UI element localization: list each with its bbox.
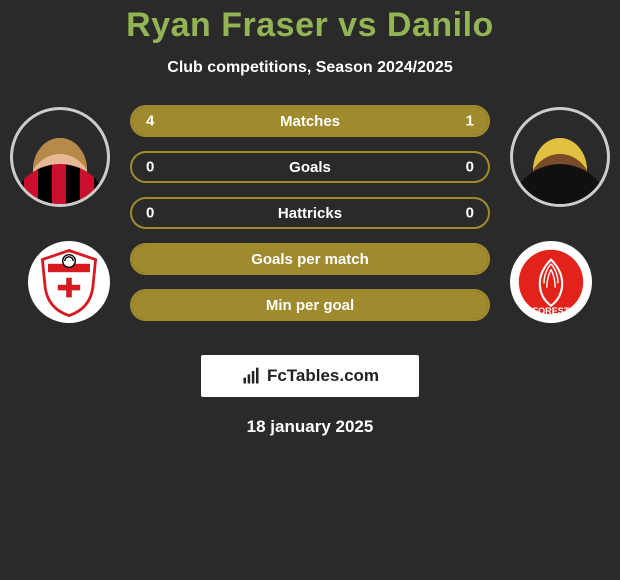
brand-text: FcTables.com [267, 366, 379, 386]
svg-text:FOREST: FOREST [533, 306, 570, 316]
stat-label: Matches [280, 113, 340, 130]
player-right-face [513, 110, 607, 204]
player-left-avatar [10, 107, 110, 207]
stats-block: FOREST 4 1 Matches 0 0 Goals 0 0 Hattricks Goals … [0, 107, 620, 347]
club-right-badge: FOREST [510, 241, 592, 323]
stat-value-right: 1 [466, 113, 474, 130]
stat-value-right: 0 [466, 159, 474, 176]
date-text: 18 january 2025 [0, 417, 620, 437]
stat-value-left: 0 [146, 205, 154, 222]
player-left-face [13, 110, 107, 204]
stat-bar: 0 0 Hattricks [130, 197, 490, 229]
stat-bar: 4 1 Matches [130, 105, 490, 137]
stat-value-left: 4 [146, 113, 154, 130]
club-left-badge [28, 241, 110, 323]
stat-label: Goals per match [251, 251, 369, 268]
stat-bar: 0 0 Goals [130, 151, 490, 183]
stat-label: Goals [289, 159, 331, 176]
brand-badge: FcTables.com [201, 355, 419, 397]
stat-value-left: 0 [146, 159, 154, 176]
stat-label: Min per goal [266, 297, 354, 314]
stat-value-right: 0 [466, 205, 474, 222]
stat-bars: 4 1 Matches 0 0 Goals 0 0 Hattricks Goals per mat… [130, 105, 490, 321]
player-right-avatar [510, 107, 610, 207]
page-title: Ryan Fraser vs Danilo [0, 6, 620, 45]
club-right-icon: FOREST [516, 247, 586, 317]
chart-icon [241, 366, 261, 386]
stat-bar: Min per goal [130, 289, 490, 321]
comparison-card: Ryan Fraser vs Danilo Club competitions,… [0, 0, 620, 437]
club-left-icon [34, 247, 104, 317]
stat-label: Hattricks [278, 205, 342, 222]
stat-fill-left [132, 107, 417, 135]
stat-fill-right [417, 107, 488, 135]
subtitle: Club competitions, Season 2024/2025 [0, 59, 620, 77]
stat-bar: Goals per match [130, 243, 490, 275]
